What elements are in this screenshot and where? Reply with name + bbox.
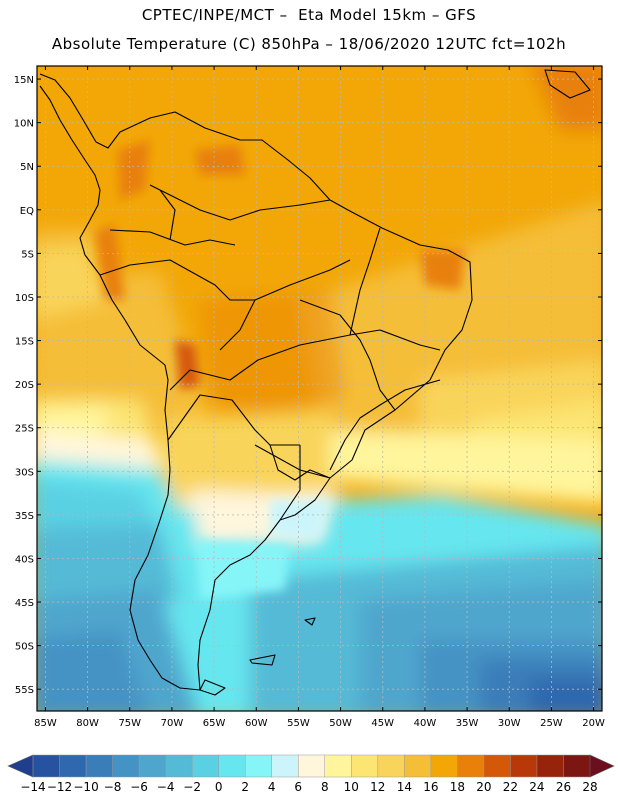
colorbar-swatch <box>563 754 591 778</box>
colorbar-swatch <box>112 754 140 778</box>
longitude-label: 85W <box>34 718 57 729</box>
latitude-label: 30S <box>15 467 34 478</box>
colorbar-swatch <box>32 754 61 778</box>
colorbar-swatch <box>271 754 299 778</box>
colorbar-label: 20 <box>476 780 491 794</box>
colorbar-swatch <box>457 754 485 778</box>
longitude-label: 65W <box>203 718 226 729</box>
colorbar-swatch <box>377 754 405 778</box>
continent-outline <box>39 69 591 696</box>
colorbar-low-arrow <box>7 754 34 778</box>
colorbar-swatch <box>510 754 538 778</box>
colorbar-swatch <box>138 754 167 778</box>
colorbar-high-arrow <box>589 754 615 778</box>
colorbar-swatch <box>85 754 114 778</box>
colorbar-label: 28 <box>582 780 597 794</box>
map-frame <box>36 65 603 712</box>
colorbar-label: −12 <box>47 780 72 794</box>
colorbar-label: −8 <box>104 780 122 794</box>
temperature-field <box>37 66 602 711</box>
latitude-label: 35S <box>15 511 34 522</box>
colorbar-swatch <box>351 754 379 778</box>
map-title-line-2: Absolute Temperature (C) 850hPa – 18/06/… <box>51 35 567 53</box>
latitude-label: 15S <box>15 337 34 348</box>
colorbar-label: −14 <box>20 780 45 794</box>
longitude-label: 40W <box>414 718 437 729</box>
colorbar-swatch <box>218 754 246 778</box>
latitude-label: 55S <box>15 685 34 696</box>
colorbar-label: 16 <box>423 780 438 794</box>
temperature-colorbar <box>7 754 615 778</box>
colorbar-label: −2 <box>183 780 201 794</box>
colorbar-label: 24 <box>529 780 544 794</box>
longitude-label: 30W <box>498 718 521 729</box>
longitude-label: 60W <box>245 718 268 729</box>
latitude-labels: 15N 10N 5N EQ 5S 10S 15S 20S 25S 30S 35S 40S 45S 50S 5… <box>14 75 34 696</box>
latitude-label: 45S <box>15 598 34 609</box>
longitude-label: 20W <box>582 718 605 729</box>
colorbar-label: 10 <box>344 780 359 794</box>
colorbar-swatch <box>324 754 352 778</box>
colorbar-label: −4 <box>157 780 175 794</box>
colorbar-swatch <box>59 754 87 778</box>
colorbar-labels: −14 −12 −10 −8 −6 −4 −2 0 2 4 6 8 10 12 14 16 18 20 22 24 26… <box>20 780 597 794</box>
colorbar-label: 12 <box>370 780 385 794</box>
colorbar-swatch <box>191 754 220 778</box>
longitude-label: 25W <box>540 718 563 729</box>
colorbar-swatch <box>404 754 432 778</box>
colorbar-label: 4 <box>268 780 276 794</box>
colorbar-label: −6 <box>130 780 148 794</box>
latitude-label: 10N <box>14 119 34 130</box>
latitude-label: 15N <box>14 75 34 86</box>
colorbar-label: 0 <box>215 780 223 794</box>
longitude-label: 55W <box>287 718 310 729</box>
longitude-labels: 85W 80W 75W 70W 65W 60W 55W 50W 45W 40W 35W 30W 25W 2… <box>34 718 605 729</box>
colorbar-label: 26 <box>556 780 571 794</box>
colorbar-swatch <box>536 754 565 778</box>
latitude-label: 25S <box>15 424 34 435</box>
colorbar-swatch <box>430 754 458 778</box>
colorbar-label: 2 <box>241 780 249 794</box>
longitude-label: 35W <box>456 718 479 729</box>
colorbar-label: −10 <box>73 780 98 794</box>
axis-ticks <box>37 66 602 711</box>
lat-lon-graticule <box>37 66 602 711</box>
colorbar-swatch <box>244 754 273 778</box>
latitude-label: 50S <box>15 642 34 653</box>
latitude-label: 5S <box>21 249 34 260</box>
colorbar-label: 14 <box>397 780 412 794</box>
longitude-label: 80W <box>76 718 99 729</box>
latitude-label: 5N <box>20 162 34 173</box>
latitude-label: 20S <box>15 380 34 391</box>
longitude-label: 75W <box>118 718 141 729</box>
latitude-label: 10S <box>15 293 34 304</box>
colorbar-swatch <box>165 754 193 778</box>
colorbar-label: 18 <box>450 780 465 794</box>
colorbar-swatch <box>297 754 326 778</box>
colorbar-label: 6 <box>294 780 302 794</box>
latitude-label: 40S <box>15 554 34 565</box>
longitude-label: 45W <box>371 718 394 729</box>
longitude-label: 70W <box>161 718 184 729</box>
latitude-label: EQ <box>20 206 34 217</box>
map-title-line-1: CPTEC/INPE/MCT – Eta Model 15km – GFS <box>141 6 477 24</box>
colorbar-label: 22 <box>503 780 518 794</box>
colorbar-swatch <box>483 754 511 778</box>
longitude-label: 50W <box>329 718 352 729</box>
colorbar-label: 8 <box>321 780 329 794</box>
